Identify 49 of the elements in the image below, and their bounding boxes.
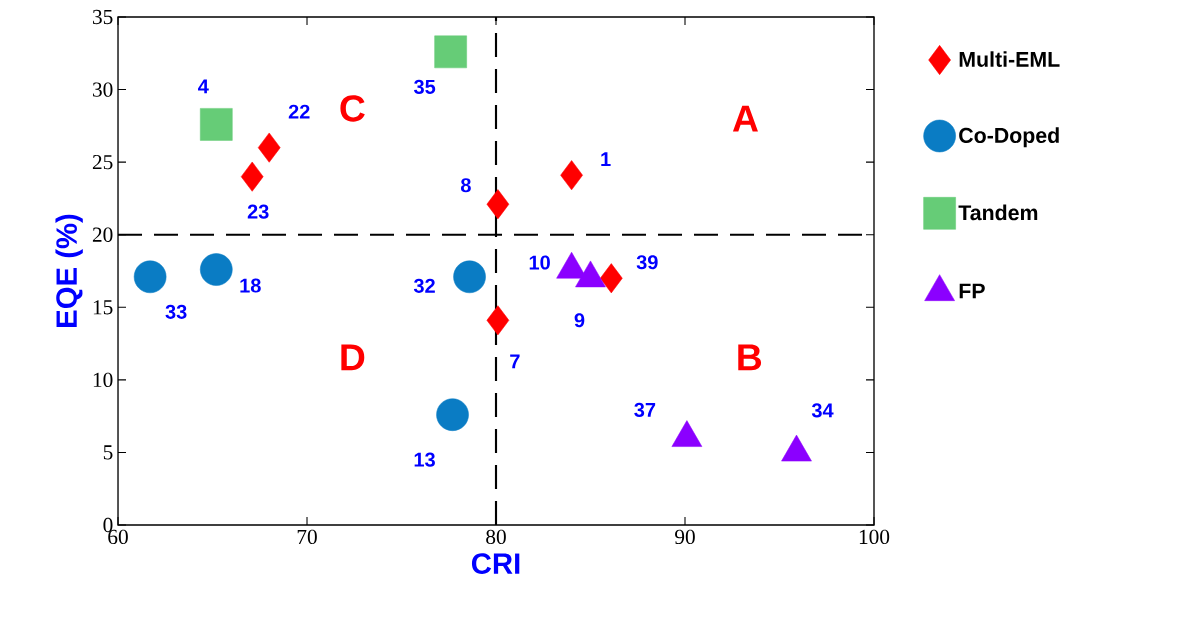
point	[434, 35, 467, 69]
y-tick-label: 25	[92, 154, 113, 170]
legend-label: Tandem	[958, 204, 1038, 221]
annotation: 4	[198, 79, 209, 94]
annotation: 22	[288, 104, 310, 119]
annotation: 7	[510, 354, 520, 369]
y-tick-label: 20	[92, 227, 113, 242]
annotation: 34	[811, 403, 834, 418]
annotation: 39	[636, 255, 658, 270]
point	[200, 108, 233, 141]
annotation: 23	[247, 204, 269, 219]
annotation: D	[341, 344, 365, 371]
point	[560, 160, 583, 191]
legend-label: FP	[959, 283, 985, 299]
annotation: 8	[460, 178, 471, 193]
annotation: 37	[634, 402, 656, 417]
x-tick-label: 90	[675, 529, 695, 545]
point	[486, 305, 510, 336]
point	[240, 161, 264, 192]
legend-label: Co-Doped	[959, 127, 1059, 148]
y-tick-label: 30	[92, 82, 113, 97]
point	[600, 263, 623, 294]
annotation: 1	[601, 152, 611, 167]
x-tick-label: 100	[859, 529, 890, 545]
point	[453, 260, 486, 294]
point	[486, 189, 510, 220]
legend-label: Multi-EML	[959, 51, 1060, 67]
point	[436, 398, 469, 431]
point	[257, 132, 281, 163]
annotation: 35	[413, 79, 436, 94]
point	[133, 260, 167, 294]
y-axis-title: EQE (%)	[55, 214, 83, 327]
y-tick-label: 10	[93, 372, 113, 388]
y-tick-label: 15	[93, 300, 113, 315]
annotation: 9	[574, 313, 585, 328]
annotation: 32	[413, 278, 435, 293]
annotation: 33	[165, 304, 187, 319]
annotation: B	[738, 344, 762, 371]
y-tick-label: 5	[103, 445, 113, 460]
annotation: 18	[240, 278, 261, 293]
annotation: 10	[529, 255, 550, 270]
y-tick-label: 35	[92, 9, 113, 25]
point	[200, 253, 233, 286]
x-tick-label: 70	[297, 529, 317, 545]
annotation: C	[340, 95, 365, 122]
annotation: 13	[414, 452, 435, 467]
x-axis-title: CRI	[471, 553, 520, 575]
annotation: A	[732, 105, 758, 132]
x-tick-label: 80	[486, 529, 506, 545]
